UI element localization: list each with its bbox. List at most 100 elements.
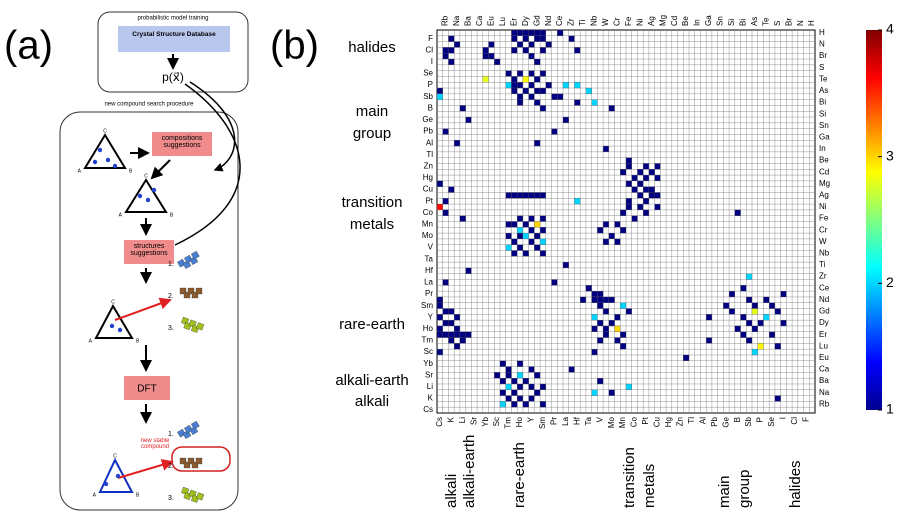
heatmap-cell <box>494 372 500 378</box>
step-label: 1. <box>168 261 174 268</box>
col-group-label: main <box>716 475 733 508</box>
heatmap-cell <box>523 47 529 53</box>
heatmap-cell <box>506 222 512 228</box>
row-label: P <box>428 80 433 89</box>
figure: (a) probabilistic model training Crystal… <box>0 0 898 514</box>
row-label: Ni <box>819 202 827 211</box>
heatmap-cell <box>609 233 615 239</box>
heatmap-cell <box>529 192 535 198</box>
colorbar-tick-label: 4 <box>886 21 894 37</box>
row-label: Hg <box>423 173 433 182</box>
heatmap-cell <box>437 332 443 338</box>
row-label: Gd <box>819 307 830 316</box>
training-title: probabilistic model training <box>137 16 208 22</box>
heatmap-cell <box>649 169 655 175</box>
heatmap-cell <box>448 338 454 344</box>
heatmap-cell <box>563 82 569 88</box>
row-label: F <box>428 34 433 43</box>
col-label: Tl <box>687 417 696 424</box>
heatmap-cell <box>597 338 603 344</box>
heatmap-cell <box>529 94 535 100</box>
col-label: Sm <box>538 417 547 429</box>
col-label: W <box>601 18 610 26</box>
heatmap-cell <box>448 59 454 65</box>
col-label: Tm <box>504 417 513 429</box>
row-label: Y <box>428 312 434 321</box>
col-label: Mg <box>658 15 667 26</box>
vertex-label: A <box>93 492 97 498</box>
heatmap-cell <box>534 76 540 82</box>
heatmap-cell <box>540 30 546 36</box>
heatmap-cell <box>517 361 523 367</box>
heatmap-cell <box>626 198 632 204</box>
row-label: Pr <box>425 289 433 298</box>
row-label: N <box>819 40 825 49</box>
col-label: Cr <box>613 17 622 26</box>
vertex-label: B <box>136 492 140 498</box>
heatmap-cell <box>632 175 638 181</box>
row-label: Zn <box>424 161 433 170</box>
heatmap-cell <box>597 303 603 309</box>
row-label: Zr <box>819 272 827 281</box>
heatmap-cell <box>517 100 523 106</box>
col-label: Pr <box>550 417 559 425</box>
heatmap-cell <box>769 303 775 309</box>
row-label: Ag <box>819 190 829 199</box>
col-label: Nd <box>544 16 553 26</box>
heatmap-cell <box>620 343 626 349</box>
heatmap-cell <box>506 245 512 251</box>
heatmap-cell <box>511 82 517 88</box>
row-label: Cr <box>819 225 828 234</box>
col-label: B <box>733 417 742 422</box>
heatmap-cell <box>752 309 758 315</box>
heatmap-cell <box>529 396 535 402</box>
col-label: V <box>595 416 604 422</box>
vertex-label: A <box>78 168 82 174</box>
heatmap-cell <box>534 372 540 378</box>
row-label: Dy <box>819 318 829 327</box>
heatmap-cell <box>494 59 500 65</box>
heatmap-cell <box>529 53 535 59</box>
col-label: In <box>693 19 702 26</box>
heatmap-cell <box>437 314 443 320</box>
row-label: Sn <box>819 121 829 130</box>
row-group-label: halides <box>348 39 396 56</box>
heatmap-cell <box>483 53 489 59</box>
heatmap-cell <box>460 332 466 338</box>
heatmap-cell <box>506 384 512 390</box>
row-label: Cs <box>423 405 433 414</box>
compositions-label: compositions suggestions <box>152 132 212 149</box>
heatmap-cell <box>534 59 540 65</box>
heatmap-cell <box>534 30 540 36</box>
heatmap-cell <box>529 239 535 245</box>
heatmap-cell <box>540 251 546 257</box>
heatmap-cell <box>729 309 735 315</box>
heatmap-cell <box>592 326 598 332</box>
heatmap-cell <box>454 343 460 349</box>
heatmap-cell <box>569 367 575 373</box>
heatmap-cell <box>592 291 598 297</box>
row-label: Eu <box>819 353 829 362</box>
row-label: Rb <box>819 399 830 408</box>
heatmap-cell <box>517 42 523 48</box>
heatmap-cell <box>437 88 443 94</box>
heatmap-cell <box>460 216 466 222</box>
crystal <box>181 317 204 333</box>
colorbar-tick-label: 2 <box>886 274 894 290</box>
col-label: Cl <box>790 417 799 425</box>
crystal-part <box>196 288 202 294</box>
heatmap-cell <box>517 384 523 390</box>
col-label: Ho <box>515 416 524 427</box>
step-label: 1. <box>168 431 174 438</box>
heatmap-cell <box>529 227 535 233</box>
heatmap-cell <box>775 396 781 402</box>
heatmap-cell <box>752 349 758 355</box>
row-label: Fe <box>819 214 829 223</box>
col-label: Li <box>458 417 467 423</box>
heatmap-cell <box>626 158 632 164</box>
heatmap-cell <box>609 105 615 111</box>
heatmap-cell <box>637 181 643 187</box>
heatmap-cell <box>603 297 609 303</box>
heatmap-cell <box>517 192 523 198</box>
heatmap-cell <box>466 332 472 338</box>
